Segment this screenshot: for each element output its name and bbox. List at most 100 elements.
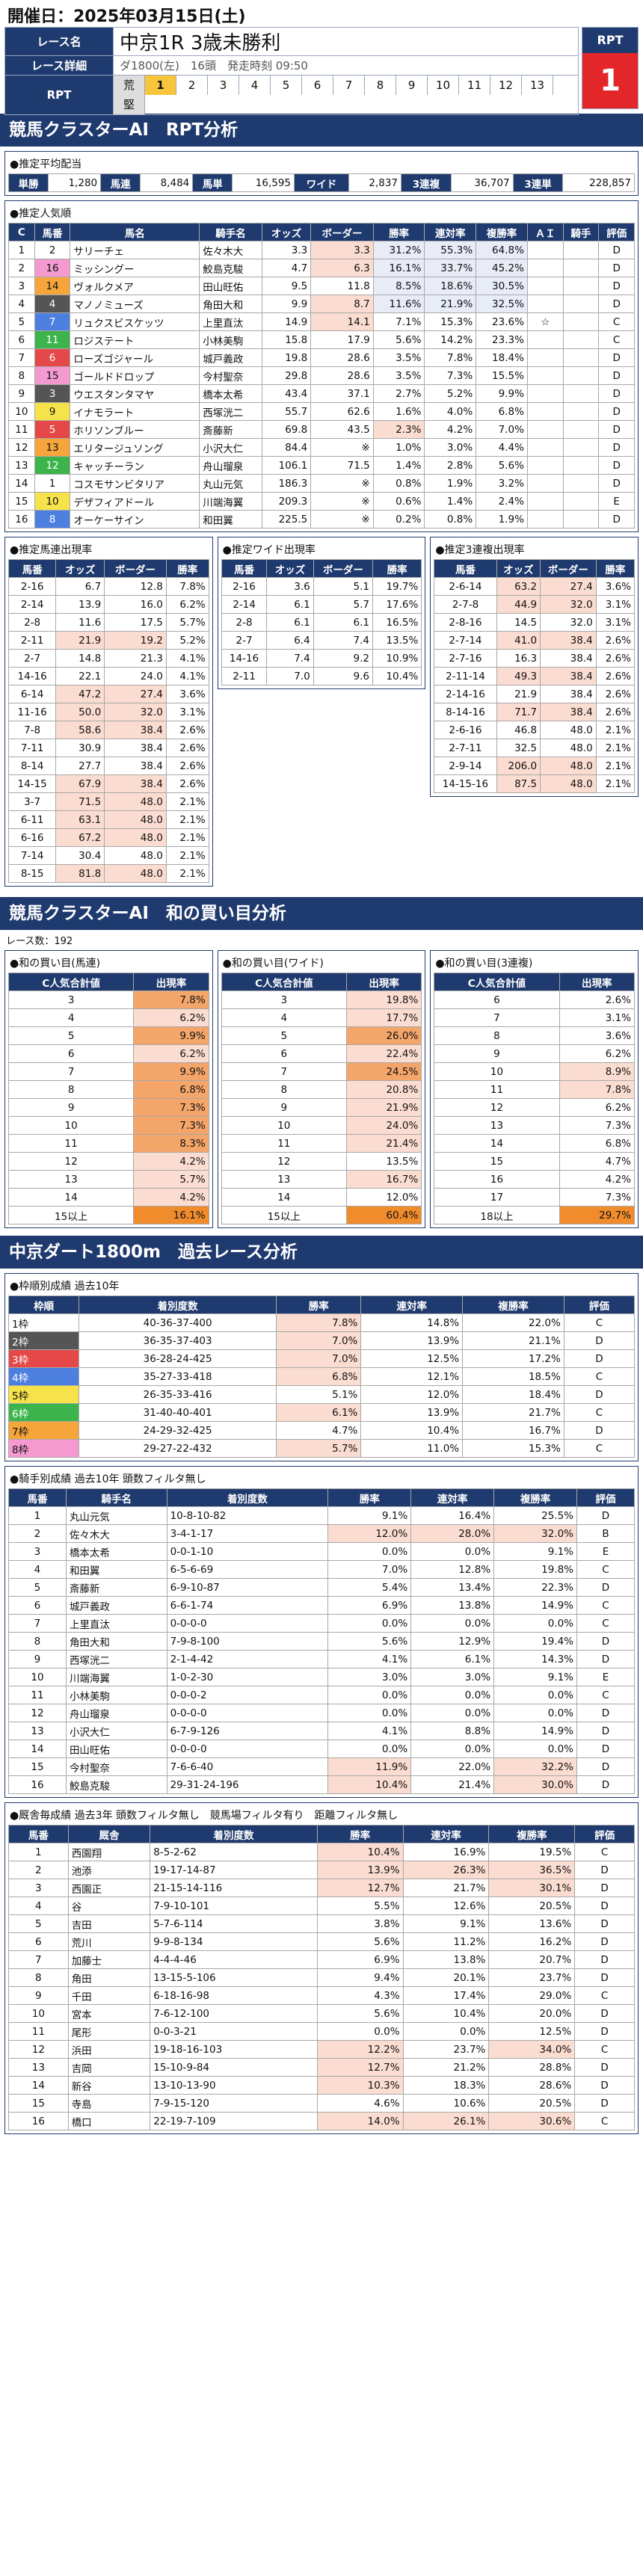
table-row[interactable]: 6 6.2% [7,1044,209,1063]
table-row[interactable]: 4 和田翼 6-5-6-69 7.0% 12.8% 19.8% C [8,1560,635,1579]
table-row[interactable]: 6-16 67.2 48.0 2.1% [7,828,209,847]
table-row[interactable]: 2-7-8 44.9 32.0 3.1% [434,595,636,614]
table-row[interactable]: 6枠 31-40-40-401 6.1% 13.9% 21.7% C [7,1403,636,1422]
table-row[interactable]: 6 城戸義政 6-6-1-74 6.9% 13.8% 14.9% C [8,1596,635,1615]
table-row[interactable]: 5枠 26-35-33-416 5.1% 12.0% 18.4% D [7,1385,636,1404]
table-row[interactable]: 10 7.3% [7,1116,209,1135]
table-row[interactable]: 2-14 6.1 5.7 17.6% [221,595,422,614]
table-row[interactable]: 9 西塚洸二 2-1-4-42 4.1% 6.1% 14.3% D [8,1650,635,1668]
table-row[interactable]: 4 4 マノノミューズ 角田大和 9.9 8.7 11.6% 21.9% 32.5% D [8,295,635,313]
table-row[interactable]: 9 7.3% [7,1098,209,1117]
table-row[interactable]: 9 6.2% [434,1044,636,1063]
table-row[interactable]: 16 8 オーケーサイン 和田翼 225.5 ※ 0.2% 0.8% 1.9% D [8,510,635,529]
table-row[interactable]: 7枠 24-29-32-425 4.7% 10.4% 16.7% D [7,1421,636,1440]
table-row[interactable]: 10 宮本 7-6-12-100 5.6% 10.4% 20.0% D [8,2004,635,2023]
table-row[interactable]: 2-11 7.0 9.6 10.4% [221,667,422,685]
table-row[interactable]: 2-11 21.9 19.2 5.2% [7,631,209,650]
table-row[interactable]: 14 1 コスモサンビタリア 丸山元気 186.3 ※ 0.8% 1.9% 3.2% D [8,474,635,493]
table-row[interactable]: 2-7 14.8 21.3 4.1% [7,649,209,668]
table-row[interactable]: 2-8 11.6 17.5 5.7% [7,613,209,632]
table-row[interactable]: 3 19.8% [221,990,422,1009]
table-row[interactable]: 3-7 71.5 48.0 2.1% [7,792,209,811]
table-row[interactable]: 1 丸山元気 10-8-10-82 9.1% 16.4% 25.5% D [8,1506,635,1525]
table-row[interactable]: 7-8 58.6 38.4 2.6% [7,721,209,739]
table-row[interactable]: 14 4.2% [7,1188,209,1207]
table-row[interactable]: 18以上 29.7% [434,1206,636,1224]
table-row[interactable]: 5 9.9% [7,1026,209,1045]
table-row[interactable]: 9 千田 6-18-16-98 4.3% 17.4% 29.0% C [8,1986,635,2005]
rpt-strip-cell[interactable]: 2 [176,76,208,95]
table-row[interactable]: 13 5.7% [7,1170,209,1189]
table-row[interactable]: 8 角田大和 7-9-8-100 5.6% 12.9% 19.4% D [8,1632,635,1651]
table-row[interactable]: 11 小林美駒 0-0-0-2 0.0% 0.0% 0.0% C [8,1686,635,1704]
table-row[interactable]: 2 池添 19-17-14-87 13.9% 26.3% 36.5% D [8,1861,635,1879]
table-row[interactable]: 1 2 サリーチェ 佐々木大 3.3 3.3 31.2% 55.3% 64.8% D [8,241,635,259]
table-row[interactable]: 2 佐々木大 3-4-1-17 12.0% 28.0% 32.0% B [8,1524,635,1543]
table-row[interactable]: 7 9.9% [7,1062,209,1081]
table-row[interactable]: 11 7.8% [434,1080,636,1099]
table-row[interactable]: 9 3 ウエスタンタマヤ 橋本太希 43.4 37.1 2.7% 5.2% 9.9% D [8,384,635,403]
table-row[interactable]: 4 17.7% [221,1008,422,1027]
table-row[interactable]: 17 7.3% [434,1188,636,1207]
rpt-strip-cell[interactable]: 3 [208,76,239,95]
table-row[interactable]: 3 橋本太希 0-0-1-10 0.0% 0.0% 9.1% E [8,1542,635,1561]
table-row[interactable]: 13 吉岡 15-10-9-84 12.7% 21.2% 28.8% D [8,2058,635,2077]
rpt-strip-cell[interactable]: 8 [365,76,396,95]
table-row[interactable]: 15 10 デザフィアドール 川端海翼 209.3 ※ 0.6% 1.4% 2.4% E [8,492,635,511]
table-row[interactable]: 14 6.8% [434,1134,636,1153]
table-row[interactable]: 5 26.0% [221,1026,422,1045]
rpt-strip-cell[interactable]: 5 [271,76,302,95]
table-row[interactable]: 16 鮫島克駿 29-31-24-196 10.4% 21.4% 30.0% D [8,1775,635,1794]
table-row[interactable]: 13 7.3% [434,1116,636,1135]
table-row[interactable]: 12 4.2% [7,1152,209,1171]
table-row[interactable]: 8枠 29-27-22-432 5.7% 11.0% 15.3% C [7,1439,636,1458]
table-row[interactable]: 8 6.8% [7,1080,209,1099]
rpt-strip-cell[interactable]: 堅 [114,95,145,114]
rpt-strip-cell[interactable]: 11 [459,76,490,95]
table-row[interactable]: 2-7 6.4 7.4 13.5% [221,631,422,650]
table-row[interactable]: 12 舟山瑠泉 0-0-0-0 0.0% 0.0% 0.0% D [8,1704,635,1722]
table-row[interactable]: 2-16 3.6 5.1 19.7% [221,577,422,596]
table-row[interactable]: 5 吉田 5-7-6-114 3.8% 9.1% 13.6% D [8,1914,635,1933]
rpt-strip-cell[interactable]: 12 [490,76,522,95]
table-row[interactable]: 11 尾形 0-0-3-21 0.0% 0.0% 12.5% D [8,2022,635,2041]
table-row[interactable]: 2-6-14 63.2 27.4 3.6% [434,577,636,596]
table-row[interactable]: 11 5 ホリソンブルー 斎藤新 69.8 43.5 2.3% 4.2% 7.0% D [8,420,635,439]
table-row[interactable]: 2-11-14 49.3 38.4 2.6% [434,667,636,685]
table-row[interactable]: 8 15 ゴールドドロップ 今村聖奈 29.8 28.6 3.5% 7.3% 15.5% D [8,366,635,385]
table-row[interactable]: 8 角田 13-15-5-106 9.4% 20.1% 23.7% D [8,1968,635,1987]
table-row[interactable]: 5 斎藤新 6-9-10-87 5.4% 13.4% 22.3% D [8,1578,635,1597]
table-row[interactable]: 14 12.0% [221,1188,422,1207]
table-row[interactable]: 8-15 81.8 48.0 2.1% [7,864,209,883]
table-row[interactable]: 15 4.7% [434,1152,636,1171]
table-row[interactable]: 16 4.2% [434,1170,636,1189]
table-row[interactable]: 4 6.2% [7,1008,209,1027]
table-row[interactable]: 10 9 イナモラート 西塚洸二 55.7 62.6 1.6% 4.0% 6.8% D [8,402,635,421]
table-row[interactable]: 3 7.8% [7,990,209,1009]
table-row[interactable]: 12 浜田 19-18-16-103 12.2% 23.7% 34.0% C [8,2040,635,2059]
table-row[interactable]: 4 谷 7-9-10-101 5.5% 12.6% 20.5% D [8,1896,635,1915]
table-row[interactable]: 10 24.0% [221,1116,422,1135]
table-row[interactable]: 13 16.7% [221,1170,422,1189]
table-row[interactable]: 10 川端海翼 1-0-2-30 3.0% 3.0% 9.1% E [8,1668,635,1686]
rpt-strip-cell[interactable]: 9 [396,76,428,95]
rpt-strip-cell[interactable]: 10 [428,76,459,95]
table-row[interactable]: 4枠 35-27-33-418 6.8% 12.1% 18.5% C [7,1367,636,1386]
table-row[interactable]: 7 加藤士 4-4-4-46 6.9% 13.8% 20.7% D [8,1950,635,1969]
table-row[interactable]: 14-15 67.9 38.4 2.6% [7,774,209,793]
table-row[interactable]: 12 6.2% [434,1098,636,1117]
table-row[interactable]: 7-14 30.4 48.0 2.1% [7,846,209,865]
table-row[interactable]: 2-14-16 21.9 38.4 2.6% [434,685,636,703]
table-row[interactable]: 1 西園翔 8-5-2-62 10.4% 16.9% 19.5% C [8,1843,635,1861]
table-row[interactable]: 2-7-14 41.0 38.4 2.6% [434,631,636,650]
table-row[interactable]: 14 新谷 13-10-13-90 10.3% 18.3% 28.6% D [8,2076,635,2095]
rpt-strip-cell[interactable]: 13 [522,76,553,95]
table-row[interactable]: 7 3.1% [434,1008,636,1027]
table-row[interactable]: 15以上 60.4% [221,1206,422,1224]
table-row[interactable]: 15 今村聖奈 7-6-6-40 11.9% 22.0% 32.2% D [8,1757,635,1776]
table-row[interactable]: 3 14 ヴォルクメア 田山旺佑 9.5 11.8 8.5% 18.6% 30.5% D [8,277,635,295]
table-row[interactable]: 3 西園正 21-15-14-116 12.7% 21.7% 30.1% D [8,1879,635,1897]
table-row[interactable]: 3枠 36-28-24-425 7.0% 12.5% 17.2% D [7,1349,636,1368]
table-row[interactable]: 6 2.6% [434,990,636,1009]
table-row[interactable]: 8 3.6% [434,1026,636,1045]
